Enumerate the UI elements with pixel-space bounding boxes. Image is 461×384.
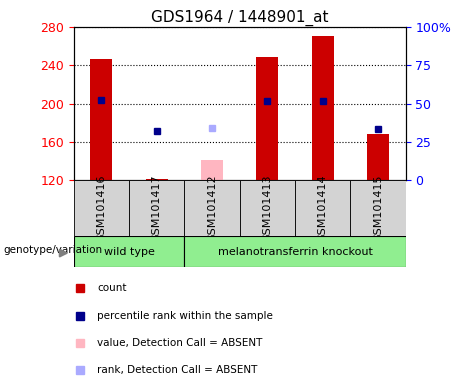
- Text: melanotransferrin knockout: melanotransferrin knockout: [218, 247, 372, 257]
- Text: GSM101414: GSM101414: [318, 174, 328, 242]
- Text: wild type: wild type: [104, 247, 154, 257]
- Bar: [367, 134, 389, 180]
- Bar: [146, 179, 168, 180]
- Text: percentile rank within the sample: percentile rank within the sample: [97, 311, 273, 321]
- Text: count: count: [97, 283, 126, 293]
- Bar: [201, 161, 223, 180]
- Text: rank, Detection Call = ABSENT: rank, Detection Call = ABSENT: [97, 365, 257, 375]
- Bar: [74, 180, 129, 236]
- Bar: [184, 180, 240, 236]
- Bar: [129, 180, 184, 236]
- Bar: [74, 236, 184, 267]
- Text: GSM101412: GSM101412: [207, 174, 217, 242]
- Bar: [350, 180, 406, 236]
- Bar: [295, 180, 350, 236]
- Bar: [90, 59, 112, 180]
- Title: GDS1964 / 1448901_at: GDS1964 / 1448901_at: [151, 9, 329, 25]
- Bar: [256, 56, 278, 180]
- Text: GSM101416: GSM101416: [96, 175, 106, 242]
- Text: value, Detection Call = ABSENT: value, Detection Call = ABSENT: [97, 338, 262, 348]
- Text: GSM101413: GSM101413: [262, 175, 272, 242]
- Bar: [312, 36, 334, 180]
- Text: GSM101417: GSM101417: [152, 174, 162, 242]
- Bar: [184, 236, 406, 267]
- Text: GSM101415: GSM101415: [373, 175, 383, 242]
- Text: genotype/variation: genotype/variation: [4, 245, 103, 255]
- Bar: [240, 180, 295, 236]
